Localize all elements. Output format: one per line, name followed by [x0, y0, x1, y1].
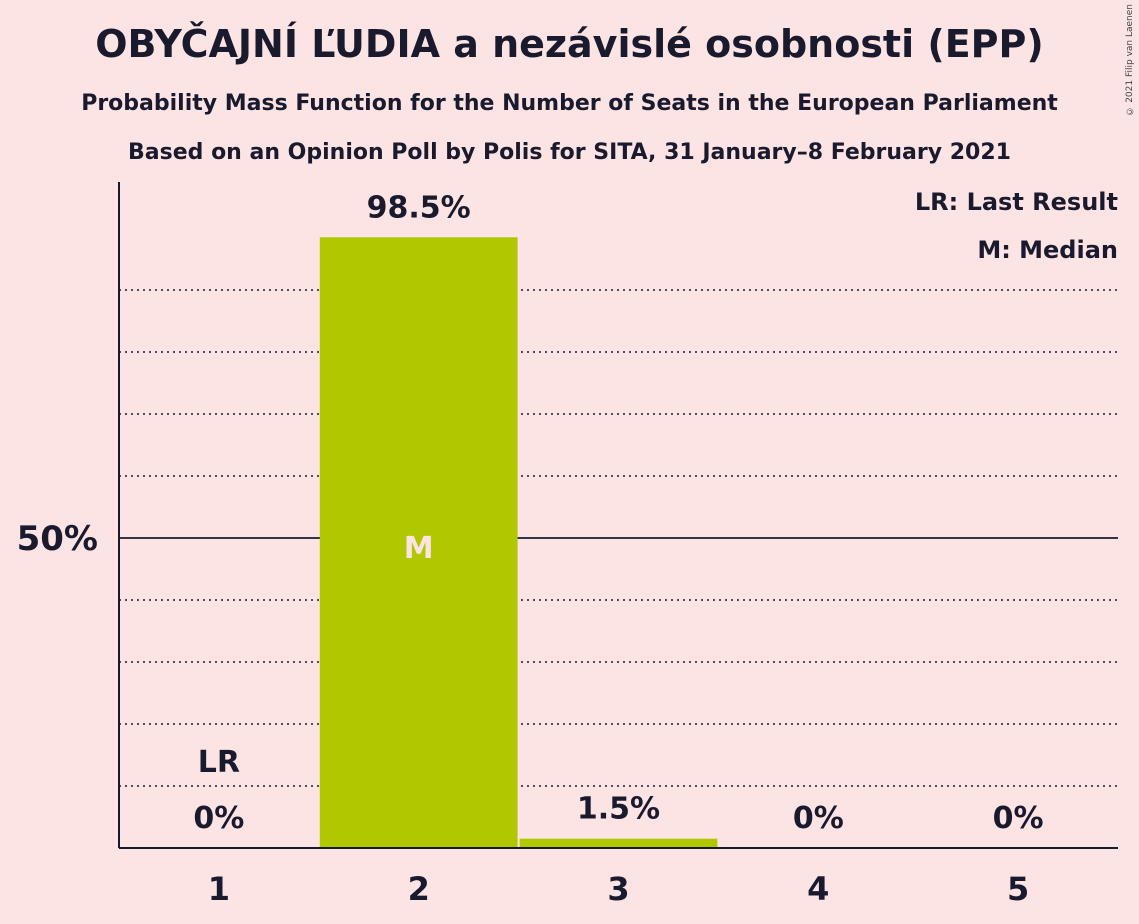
labels: 0% 98.5% 1.5% 0% 0% M LR LR: Last Result M: Medi…: [193, 188, 1118, 836]
chart-subtitle-source: Based on an Opinion Poll by Polis for SI…: [128, 140, 1011, 165]
chart-subtitle: Probability Mass Function for the Number…: [81, 91, 1058, 116]
y-tick-label: 50%: [17, 519, 98, 559]
gridlines: [119, 289, 1118, 787]
x-tick-label-1: 1: [208, 870, 230, 908]
x-tick-label-2: 2: [408, 870, 430, 908]
last-result-marker: LR: [198, 745, 240, 780]
bars: [319, 237, 718, 849]
bar-2: [319, 237, 518, 849]
median-marker: M: [404, 531, 434, 566]
value-label-4: 0%: [793, 801, 844, 836]
value-label-5: 0%: [993, 801, 1044, 836]
x-tick-label-3: 3: [607, 870, 629, 908]
value-label-3: 1.5%: [577, 792, 660, 827]
axes: 50% 1 2 3 4 5: [17, 182, 1118, 908]
x-tick-label-4: 4: [807, 870, 829, 908]
legend-entry: LR: Last Result: [915, 188, 1118, 216]
chart-title: OBYČAJNÍ ĽUDIA a nezávislé osobnosti (EP…: [95, 22, 1044, 66]
value-label-1: 0%: [193, 801, 244, 836]
legend-entry: M: Median: [977, 236, 1118, 264]
value-label-2: 98.5%: [367, 190, 471, 225]
bar-3: [519, 838, 718, 848]
x-tick-label-5: 5: [1007, 870, 1029, 908]
